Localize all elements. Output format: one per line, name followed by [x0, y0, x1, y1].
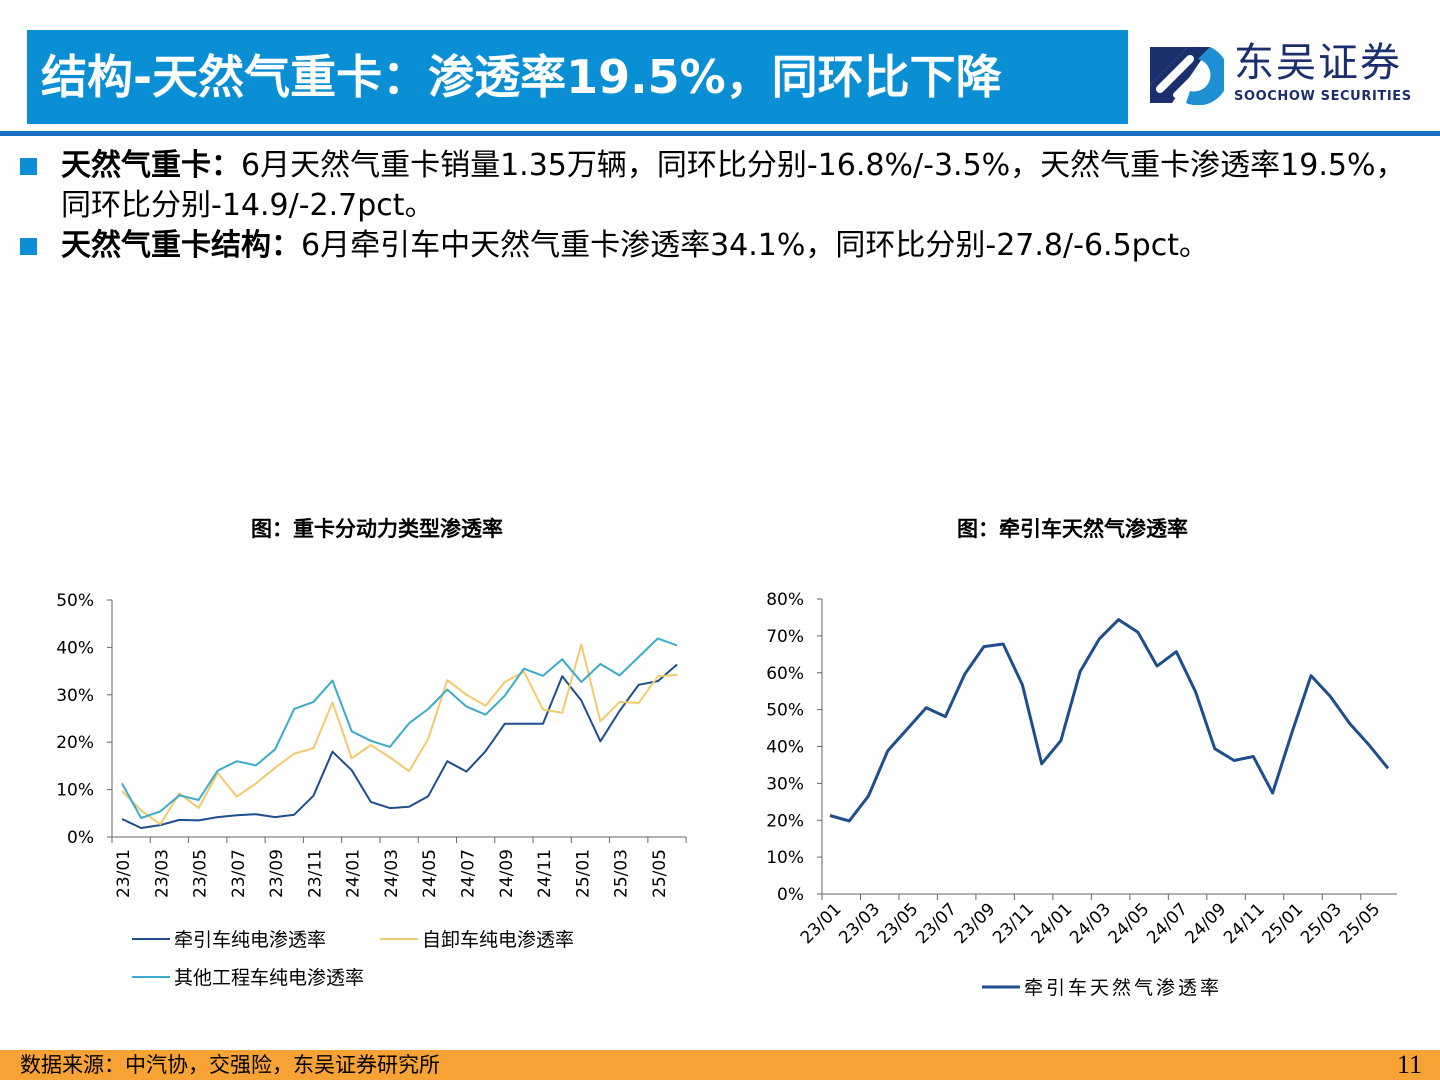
x-tick-label: 25/05: [1336, 899, 1385, 948]
x-tick-label: 23/05: [874, 899, 923, 948]
bullet-text: 6月牵引车中天然气重卡渗透率34.1%，同环比分别-27.8/-6.5pct。: [301, 228, 1209, 263]
x-tick-label: 24/05: [1105, 899, 1154, 948]
bullet-square-icon: [20, 238, 37, 255]
y-tick-label: 20%: [56, 733, 94, 753]
page-title: 结构-天然气重卡：渗透率19.5%，同环比下降: [41, 50, 1002, 104]
series-line-1: [829, 618, 1390, 823]
header-divider: [0, 131, 1440, 136]
x-tick-label: 24/07: [1143, 899, 1192, 948]
x-tick-label: 24/07: [458, 849, 478, 898]
bullet-item: 天然气重卡结构：6月牵引车中天然气重卡渗透率34.1%，同环比分别-27.8/-…: [18, 226, 1428, 266]
company-logo: 东吴证券 SOOCHOW SECURITIES: [1150, 41, 1415, 110]
y-tick-label: 10%: [56, 781, 94, 801]
y-tick-label: 0%: [67, 828, 94, 848]
bullet-list: 天然气重卡：6月天然气重卡销量1.35万辆，同环比分别-16.8%/-3.5%，…: [18, 146, 1428, 266]
legend-label: 牵引车天然气渗透率: [1024, 977, 1222, 999]
y-tick-label: 30%: [766, 774, 804, 794]
y-tick-label: 50%: [56, 591, 94, 611]
y-tick-label: 20%: [766, 811, 804, 831]
x-tick-label: 23/11: [989, 899, 1038, 948]
legend-label: 其他工程车纯电渗透率: [174, 967, 364, 989]
y-tick-label: 80%: [766, 590, 804, 610]
legend-label: 牵引车纯电渗透率: [174, 929, 326, 951]
bullet-text: 6月天然气重卡销量1.35万辆，同环比分别-16.8%/-3.5%，天然气重卡渗…: [61, 148, 1406, 223]
x-tick-label: 23/01: [797, 899, 846, 948]
y-tick-label: 30%: [56, 686, 94, 706]
x-tick-label: 23/07: [912, 899, 961, 948]
x-tick-label: 25/03: [612, 849, 632, 898]
bullet-label: 天然气重卡：: [61, 148, 241, 183]
page-number: 11: [1396, 1050, 1422, 1079]
x-tick-label: 24/11: [535, 849, 555, 898]
x-tick-label: 25/01: [573, 849, 593, 898]
x-tick-label: 24/09: [1182, 899, 1231, 948]
series-line-1: [121, 663, 678, 829]
legend-label: 自卸车纯电渗透率: [422, 929, 574, 951]
title-bar: 结构-天然气重卡：渗透率19.5%，同环比下降: [27, 30, 1128, 124]
y-tick-label: 40%: [766, 738, 804, 758]
x-tick-label: 23/05: [191, 849, 211, 898]
x-tick-label: 23/03: [835, 899, 884, 948]
x-tick-label: 24/09: [497, 849, 517, 898]
x-tick-label: 24/03: [1066, 899, 1115, 948]
x-tick-label: 24/11: [1220, 899, 1269, 948]
x-tick-label: 23/09: [951, 899, 1000, 948]
x-tick-label: 24/03: [382, 849, 402, 898]
source-note: 数据来源：中汽协，交强险，东吴证券研究所: [20, 1053, 440, 1077]
x-tick-label: 25/01: [1259, 899, 1308, 948]
x-tick-label: 24/01: [1028, 899, 1077, 948]
x-tick-label: 23/09: [267, 849, 287, 898]
logo-text-cn: 东吴证券: [1234, 40, 1402, 86]
series-line-2: [121, 643, 678, 826]
bullet-label: 天然气重卡结构：: [61, 228, 301, 263]
soochow-logo-icon: [1150, 47, 1224, 105]
y-tick-label: 40%: [56, 638, 94, 658]
bullet-square-icon: [20, 158, 37, 175]
x-tick-label: 23/07: [229, 849, 249, 898]
y-tick-label: 10%: [766, 848, 804, 868]
y-tick-label: 0%: [777, 885, 804, 905]
x-tick-label: 25/03: [1297, 899, 1346, 948]
series-line-3: [121, 637, 678, 819]
x-tick-label: 23/03: [152, 849, 172, 898]
x-tick-label: 25/05: [650, 849, 670, 898]
logo-text-en: SOOCHOW SECURITIES: [1234, 89, 1412, 104]
y-tick-label: 70%: [766, 627, 804, 647]
chart-title-right: 图：牵引车天然气渗透率: [957, 517, 1188, 541]
y-tick-label: 60%: [766, 664, 804, 684]
footer-bar: 数据来源：中汽协，交强险，东吴证券研究所 11: [0, 1050, 1440, 1080]
y-tick-label: 50%: [766, 701, 804, 721]
x-tick-label: 23/11: [305, 849, 325, 898]
x-tick-label: 24/05: [420, 849, 440, 898]
x-tick-label: 23/01: [114, 849, 134, 898]
x-tick-label: 24/01: [344, 849, 364, 898]
chart-title-left: 图：重卡分动力类型渗透率: [251, 517, 503, 541]
bullet-item: 天然气重卡：6月天然气重卡销量1.35万辆，同环比分别-16.8%/-3.5%，…: [18, 146, 1428, 226]
